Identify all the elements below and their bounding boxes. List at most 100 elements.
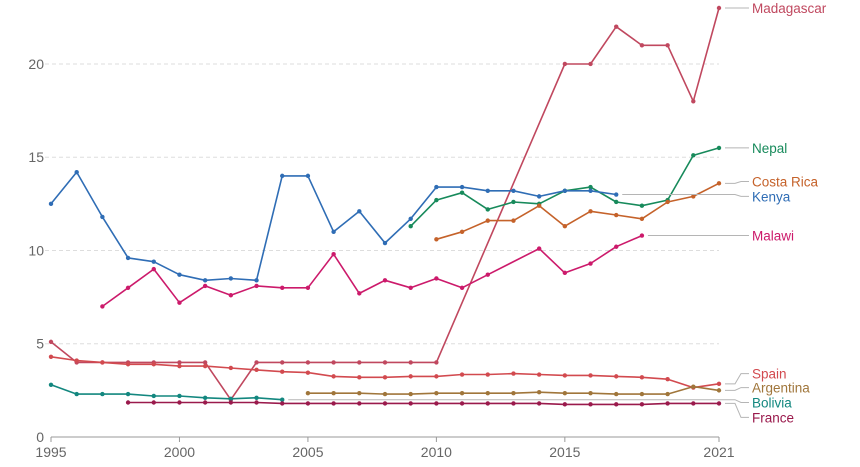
data-point bbox=[459, 285, 465, 290]
data-point bbox=[177, 363, 182, 369]
series-line-bolivia bbox=[50, 384, 283, 401]
data-point bbox=[177, 393, 182, 399]
data-point bbox=[434, 360, 439, 365]
data-point bbox=[331, 229, 336, 235]
data-point bbox=[434, 197, 439, 203]
series-label: Nepal bbox=[752, 141, 787, 156]
data-point bbox=[125, 362, 131, 367]
data-point bbox=[485, 372, 490, 377]
data-point bbox=[125, 400, 131, 405]
data-point bbox=[536, 203, 542, 208]
data-point bbox=[434, 184, 439, 190]
data-point bbox=[588, 61, 593, 67]
x-tick-label: 2021 bbox=[703, 444, 734, 460]
series-label: Madagascar bbox=[752, 1, 827, 16]
x-tick-label: 2010 bbox=[421, 444, 452, 460]
data-point bbox=[331, 401, 336, 406]
data-point bbox=[382, 278, 388, 283]
data-point bbox=[562, 390, 568, 396]
data-point bbox=[665, 376, 670, 382]
series-label: Kenya bbox=[752, 189, 791, 204]
data-point bbox=[485, 272, 490, 277]
data-point bbox=[228, 276, 234, 281]
data-point bbox=[48, 382, 54, 387]
data-point bbox=[691, 194, 696, 199]
x-tick-label: 2000 bbox=[164, 444, 195, 460]
data-point bbox=[485, 218, 490, 223]
series-label: Malawi bbox=[752, 229, 794, 244]
data-point bbox=[125, 255, 131, 261]
data-point bbox=[202, 283, 208, 289]
data-point bbox=[228, 396, 234, 401]
data-point bbox=[408, 216, 413, 221]
data-point bbox=[536, 372, 542, 377]
data-point bbox=[614, 374, 619, 379]
data-point bbox=[665, 401, 670, 406]
data-point bbox=[511, 390, 516, 396]
data-point bbox=[74, 358, 79, 363]
data-point bbox=[74, 169, 79, 175]
data-point bbox=[100, 304, 105, 309]
data-point bbox=[485, 390, 490, 396]
data-point bbox=[691, 384, 696, 389]
data-point bbox=[100, 391, 105, 397]
data-point bbox=[357, 401, 362, 406]
data-point bbox=[614, 244, 619, 249]
data-point bbox=[228, 293, 234, 298]
data-point bbox=[716, 401, 722, 406]
data-point bbox=[177, 360, 182, 365]
data-point bbox=[588, 261, 593, 266]
data-point bbox=[408, 360, 413, 365]
data-point bbox=[639, 391, 645, 397]
data-point bbox=[434, 237, 439, 242]
data-point bbox=[125, 391, 131, 397]
series-line-costa-rica bbox=[435, 182, 720, 241]
data-point bbox=[511, 188, 516, 193]
data-point bbox=[716, 5, 722, 11]
data-point bbox=[562, 61, 568, 67]
data-point bbox=[382, 401, 388, 406]
data-point bbox=[280, 369, 285, 374]
data-point bbox=[331, 390, 336, 396]
data-point bbox=[151, 393, 156, 399]
data-point bbox=[716, 181, 722, 186]
data-point bbox=[459, 390, 465, 396]
data-point bbox=[459, 229, 465, 235]
series-label: Spain bbox=[752, 367, 787, 382]
data-point bbox=[48, 201, 54, 207]
data-point bbox=[305, 401, 311, 406]
series-line-madagascar bbox=[50, 7, 720, 401]
series-label: Costa Rica bbox=[752, 174, 819, 189]
series-line-france bbox=[127, 401, 720, 406]
data-point bbox=[100, 214, 105, 220]
data-point bbox=[254, 395, 259, 401]
data-point bbox=[459, 190, 465, 195]
data-point bbox=[434, 374, 439, 379]
data-point bbox=[228, 400, 234, 405]
data-point bbox=[562, 188, 568, 193]
y-tick-label: 0 bbox=[36, 429, 44, 445]
data-point bbox=[459, 184, 465, 190]
data-point bbox=[177, 272, 182, 277]
data-point bbox=[228, 365, 234, 371]
x-tick-label: 2015 bbox=[549, 444, 580, 460]
data-point bbox=[614, 212, 619, 218]
data-point bbox=[716, 381, 722, 387]
data-point bbox=[357, 291, 362, 296]
series-label: Argentina bbox=[752, 381, 810, 396]
data-point bbox=[305, 173, 311, 179]
data-point bbox=[536, 246, 542, 251]
data-point bbox=[280, 173, 285, 179]
data-point bbox=[151, 266, 156, 272]
data-point bbox=[305, 370, 311, 375]
data-point bbox=[691, 153, 696, 158]
data-point bbox=[382, 391, 388, 397]
data-point bbox=[639, 375, 645, 380]
label-connector bbox=[725, 387, 749, 391]
series-line-malawi bbox=[101, 234, 643, 308]
data-point bbox=[254, 367, 259, 373]
y-tick-label: 15 bbox=[28, 149, 44, 165]
data-point bbox=[459, 372, 465, 377]
data-point bbox=[331, 374, 336, 379]
